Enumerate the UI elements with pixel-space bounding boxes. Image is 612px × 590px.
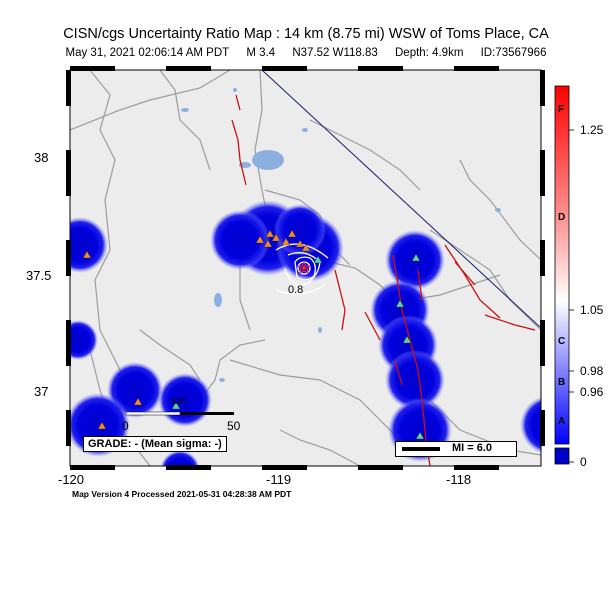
grade-box: GRADE: - (Mean sigma: -): [83, 436, 227, 452]
event-id: ID:73567966: [480, 47, 547, 59]
lat-label: 37.5: [26, 268, 52, 283]
lon-label: -118: [446, 472, 472, 487]
epicenter-star: [296, 260, 312, 274]
colorbar-value: 0: [580, 455, 587, 469]
grade-letter: B: [558, 377, 566, 388]
event-datetime: May 31, 2021 02:06:14 AM PDT: [65, 47, 230, 59]
lon-label: -119: [266, 472, 292, 487]
colorbar: [554, 85, 574, 465]
grade-letter: D: [558, 212, 566, 223]
epicenter-marker: [302, 266, 306, 270]
map-frame: [66, 66, 545, 470]
grade-letter: C: [558, 336, 566, 347]
scale-start: 0: [122, 419, 129, 433]
lat-label: 37: [34, 384, 49, 399]
mi-legend: MI = 6.0: [395, 441, 517, 457]
grade-letter: A: [558, 416, 566, 427]
lat-label: 38: [34, 150, 49, 165]
grade-letter: F: [558, 104, 565, 115]
scale-bar: [125, 411, 234, 416]
state-boundary: [261, 70, 541, 329]
event-location: N37.52 W118.83: [292, 47, 378, 59]
scale-unit: km: [172, 396, 186, 407]
contour-label: 0.8: [288, 284, 304, 296]
colorbar-value: 1.25: [580, 123, 604, 137]
colorbar-value: 0.96: [580, 385, 604, 399]
event-depth: Depth: 4.9km: [395, 47, 464, 59]
lon-label: -120: [58, 472, 85, 487]
map-version: Map Version 4 Processed 2021-05-31 04:28…: [72, 489, 292, 499]
scale-end: 50: [227, 419, 241, 433]
mi-legend-bar: [402, 447, 440, 451]
mi-legend-label: MI = 6.0: [452, 442, 493, 454]
colorbar-value: 0.98: [580, 364, 604, 378]
station-markers-alt: [171, 253, 425, 440]
colorbar-value: 1.05: [580, 303, 604, 317]
fault-lines: [231, 94, 536, 466]
event-info: May 31, 2021 02:06:14 AM PDT M 3.4 N37.5…: [0, 47, 612, 59]
event-magnitude: M 3.4: [246, 47, 276, 59]
map-title: CISN/cgs Uncertainty Ratio Map : 14 km (…: [63, 26, 549, 42]
station-markers: [82, 229, 311, 430]
